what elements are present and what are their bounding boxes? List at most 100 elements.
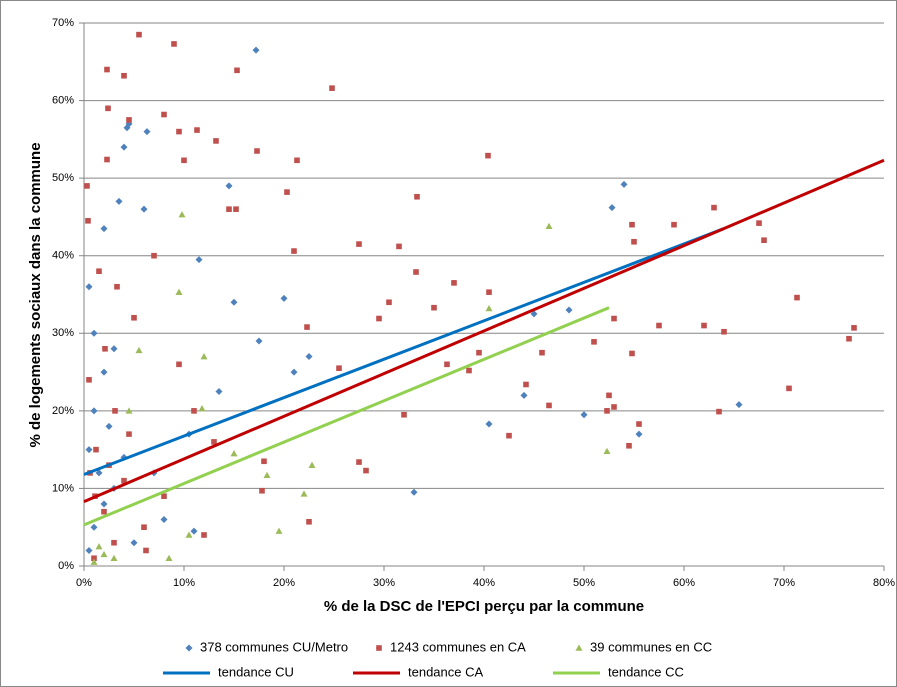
trend-line: [83, 227, 725, 476]
point: [130, 539, 138, 547]
point: [305, 353, 313, 361]
point: [100, 225, 108, 233]
x-tick-label: 0%: [76, 577, 92, 589]
point: [291, 248, 297, 254]
point: [226, 206, 232, 212]
point: [110, 345, 118, 353]
point: [546, 402, 552, 409]
y-tick-label: 0%: [58, 560, 74, 572]
point: [91, 555, 97, 562]
point: [120, 143, 128, 151]
point: [846, 335, 852, 342]
point: [90, 407, 98, 415]
point: [275, 527, 283, 534]
point: [230, 450, 238, 457]
legend-marker: [185, 644, 193, 652]
point: [300, 490, 308, 497]
point: [306, 518, 312, 525]
point: [225, 182, 233, 190]
point: [376, 315, 382, 322]
point: [530, 310, 538, 318]
y-tick-label: 30%: [52, 327, 74, 339]
point: [284, 189, 290, 195]
point: [263, 471, 271, 479]
point: [629, 350, 635, 357]
x-tick-label: 60%: [673, 577, 695, 589]
point: [200, 353, 208, 360]
point: [104, 156, 110, 163]
x-tick-label: 30%: [373, 577, 395, 589]
point: [93, 446, 99, 453]
point: [476, 349, 482, 356]
point: [135, 346, 143, 354]
point: [304, 324, 310, 330]
point: [451, 280, 457, 286]
point: [85, 283, 93, 291]
point: [176, 128, 182, 135]
point: [100, 550, 108, 558]
y-tick-label: 60%: [52, 94, 74, 106]
point: [234, 67, 240, 74]
point: [102, 346, 108, 352]
point: [110, 554, 118, 562]
point: [716, 408, 722, 415]
point: [701, 322, 707, 329]
point: [611, 404, 617, 410]
point: [198, 405, 206, 412]
y-tick-label: 10%: [52, 482, 74, 494]
point: [175, 288, 183, 295]
point: [671, 221, 677, 228]
point: [255, 337, 263, 345]
point: [603, 447, 611, 454]
point: [786, 385, 792, 392]
point: [136, 31, 142, 38]
trend-line: [83, 306, 610, 527]
point: [252, 46, 260, 54]
point: [114, 283, 120, 290]
point: [611, 315, 617, 322]
point: [631, 238, 637, 245]
point: [711, 204, 717, 211]
point: [140, 205, 148, 213]
point: [259, 487, 265, 494]
point: [431, 304, 437, 311]
legend-marker: [376, 645, 382, 651]
point: [143, 128, 151, 136]
point: [96, 268, 102, 275]
point: [410, 488, 418, 496]
point: [356, 241, 362, 247]
point: [85, 446, 93, 454]
point: [95, 543, 103, 550]
point: [413, 269, 419, 275]
point: [635, 430, 643, 438]
point: [143, 547, 149, 554]
trend-line: [83, 158, 885, 503]
point: [539, 349, 545, 356]
point: [160, 515, 168, 523]
point: [604, 408, 610, 414]
point: [171, 41, 177, 47]
point: [85, 218, 91, 224]
point: [506, 432, 512, 439]
point: [580, 411, 588, 419]
point: [254, 148, 260, 154]
point: [485, 304, 493, 312]
point: [195, 256, 203, 264]
point: [401, 411, 407, 418]
point: [386, 299, 392, 306]
point: [151, 252, 157, 259]
point: [131, 314, 137, 321]
point: [185, 531, 193, 538]
legend-text: 378 communes CU/Metro: [200, 639, 348, 654]
point: [85, 546, 93, 554]
x-tick-label: 70%: [773, 577, 795, 589]
point: [126, 431, 132, 437]
point: [86, 377, 92, 383]
point: [105, 422, 113, 430]
point: [851, 325, 857, 331]
point: [308, 461, 316, 468]
point: [191, 408, 197, 414]
point: [201, 532, 207, 538]
point: [100, 500, 108, 508]
